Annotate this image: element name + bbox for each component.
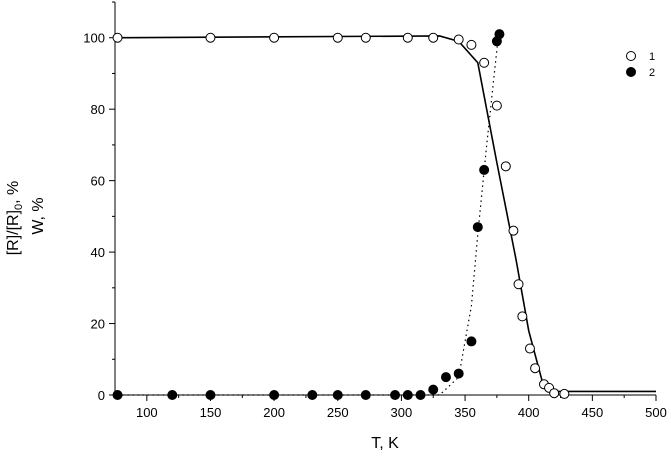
- series-1-point: [479, 57, 490, 68]
- series-1-point: [205, 32, 216, 43]
- y-tick-label: 100: [83, 31, 105, 46]
- series-1-point: [517, 311, 528, 322]
- data-points: [112, 29, 570, 400]
- series-2-point: [415, 390, 426, 400]
- series-2-point: [269, 390, 280, 400]
- legend-label-1: 1: [649, 51, 655, 63]
- series-2-point: [307, 390, 318, 400]
- series-1-point: [112, 32, 123, 43]
- x-axis-ticks: 100 150 200 250 300 350 400 450 500: [114, 395, 667, 420]
- series-2-point: [205, 390, 216, 400]
- x-tick-label: 500: [645, 405, 667, 420]
- series-1-point: [513, 279, 524, 290]
- series-2-point: [440, 372, 451, 383]
- plot-area: [114, 2, 656, 396]
- series-2-point: [390, 390, 401, 400]
- x-tick-label: 350: [454, 405, 476, 420]
- y-tick-label: 20: [91, 317, 105, 332]
- series-1-point: [491, 100, 502, 111]
- series-1-point: [524, 343, 535, 354]
- y-tick-label: 80: [91, 102, 105, 117]
- series-1-point: [500, 161, 511, 172]
- y-tick-label: 0: [98, 388, 105, 403]
- x-tick-label: 200: [263, 405, 285, 420]
- series-2-point: [466, 336, 477, 347]
- series-2-point: [360, 390, 371, 400]
- svg-text:[R]/[R]0, %: [R]/[R]0, %: [5, 181, 25, 256]
- y-axis-ticks: 0 20 40 60 80 100: [83, 1, 115, 403]
- y-tick-label: 60: [91, 174, 105, 189]
- x-tick-label: 300: [391, 405, 413, 420]
- svg-text:W, %: W, %: [30, 197, 47, 234]
- y-axis-title-suffix: , %: [5, 181, 22, 204]
- x-axis-title: T, K: [371, 435, 399, 452]
- fit-lines: [117, 35, 656, 396]
- x-tick-label: 150: [200, 405, 222, 420]
- x-tick-label: 400: [518, 405, 540, 420]
- legend: 1 2: [626, 51, 655, 79]
- x-tick-label: 450: [582, 405, 604, 420]
- y-axis-title: [R]/[R]0, %: [5, 181, 25, 256]
- x-tick-label: 250: [327, 405, 349, 420]
- series-2-fit-line: [117, 37, 499, 396]
- y-axis-title-main: [R]/[R]: [5, 210, 22, 255]
- series-2-point: [428, 384, 439, 395]
- series-2-point: [479, 164, 490, 175]
- series-2-point: [167, 390, 178, 400]
- x-tick-label: 100: [136, 405, 158, 420]
- series-2-point: [472, 222, 483, 233]
- series-2-point: [402, 390, 413, 400]
- series-2-point: [112, 390, 123, 400]
- series-1-point: [428, 32, 439, 43]
- series-1-point: [402, 32, 413, 43]
- series-2-point: [453, 368, 464, 379]
- series-2-point: [494, 29, 505, 40]
- y-axis-title-second: W, %: [30, 197, 47, 234]
- series-1-point: [360, 32, 371, 43]
- series-1-fit-line: [117, 35, 656, 393]
- series-1-point: [530, 363, 541, 374]
- legend-marker-open-circle: [626, 51, 636, 61]
- y-tick-label: 40: [91, 245, 105, 260]
- series-1-point: [549, 388, 560, 399]
- series-1-point: [559, 388, 570, 399]
- series-1-point: [508, 225, 519, 236]
- series-1-point: [332, 32, 343, 43]
- y-axis-title-subscript: 0: [13, 204, 25, 210]
- legend-marker-filled-circle: [626, 67, 636, 77]
- series-1-point: [269, 32, 280, 43]
- series-1-point: [453, 34, 464, 45]
- legend-label-2: 2: [649, 67, 655, 79]
- series-1-point: [466, 39, 477, 50]
- series-2-point: [332, 390, 343, 400]
